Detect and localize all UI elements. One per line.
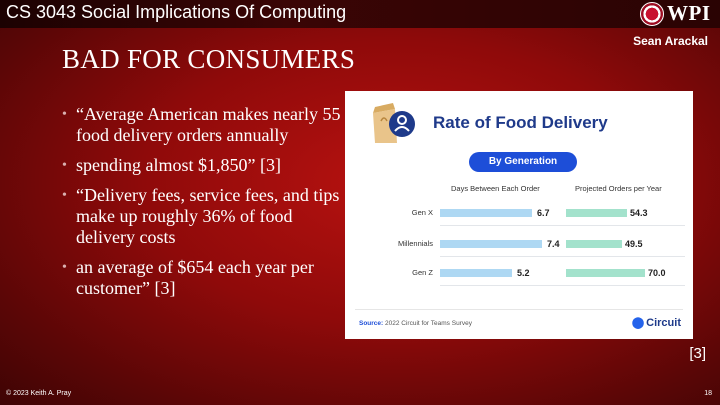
by-generation-button[interactable]: By Generation xyxy=(469,152,577,172)
slide-number: 18 xyxy=(704,390,712,397)
projected-bar xyxy=(566,240,622,248)
bullet-item: an average of $654 each year per custome… xyxy=(62,257,342,299)
chart-title: Rate of Food Delivery xyxy=(433,113,608,132)
chart-header: Rate of Food Delivery xyxy=(345,91,693,149)
projected-value-label: 70.0 xyxy=(648,268,666,278)
days-bar xyxy=(440,240,542,248)
location-pin-icon: ⬤ xyxy=(631,317,645,329)
days-value-label: 6.7 xyxy=(537,208,550,218)
days-value-label: 5.2 xyxy=(517,268,530,278)
projected-value-label: 49.5 xyxy=(625,239,643,249)
projected-bar xyxy=(566,209,627,217)
days-column-header: Days Between Each Order xyxy=(451,184,540,193)
citation-label: [3] xyxy=(689,345,706,362)
bullet-item: “Delivery fees, service fees, and tips m… xyxy=(62,185,342,248)
delivery-bag-icon xyxy=(373,103,415,143)
bullet-item: spending almost $1,850” [3] xyxy=(62,155,342,176)
projected-bar xyxy=(566,269,645,277)
row-separator xyxy=(440,225,685,226)
chart-source: Source: 2022 Circuit for Teams Survey xyxy=(359,320,472,327)
circuit-brand: ⬤ Circuit xyxy=(632,316,681,329)
wpi-logo: WPI xyxy=(640,1,716,26)
row-label: Gen X xyxy=(411,208,433,217)
days-bar xyxy=(440,269,512,277)
copyright: © 2023 Keith A. Pray xyxy=(6,390,72,397)
author-name: Sean Arackal xyxy=(633,34,708,48)
days-bar xyxy=(440,209,532,217)
source-text: 2022 Circuit for Teams Survey xyxy=(385,320,472,327)
row-label: Gen Z xyxy=(412,268,433,277)
bullet-item: “Average American makes nearly 55 food d… xyxy=(62,104,342,146)
projected-column-header: Projected Orders per Year xyxy=(575,184,662,193)
days-value-label: 7.4 xyxy=(547,239,560,249)
slide-title: BAD FOR CONSUMERS xyxy=(62,44,356,74)
source-label: Source: xyxy=(359,320,384,327)
row-separator xyxy=(440,256,685,257)
logo-text: WPI xyxy=(667,1,711,25)
row-separator xyxy=(440,285,685,286)
delivery-chart-figure: Rate of Food Delivery By Generation Days… xyxy=(345,91,693,339)
course-title: CS 3043 Social Implications Of Computing xyxy=(6,2,347,22)
header-bar xyxy=(0,0,720,28)
row-label: Millennials xyxy=(397,239,433,248)
wpi-seal-icon xyxy=(640,2,664,26)
circuit-brand-text: Circuit xyxy=(646,317,681,329)
chart-footer-divider xyxy=(355,309,683,310)
bullet-list: “Average American makes nearly 55 food d… xyxy=(62,104,342,308)
projected-value-label: 54.3 xyxy=(630,208,648,218)
